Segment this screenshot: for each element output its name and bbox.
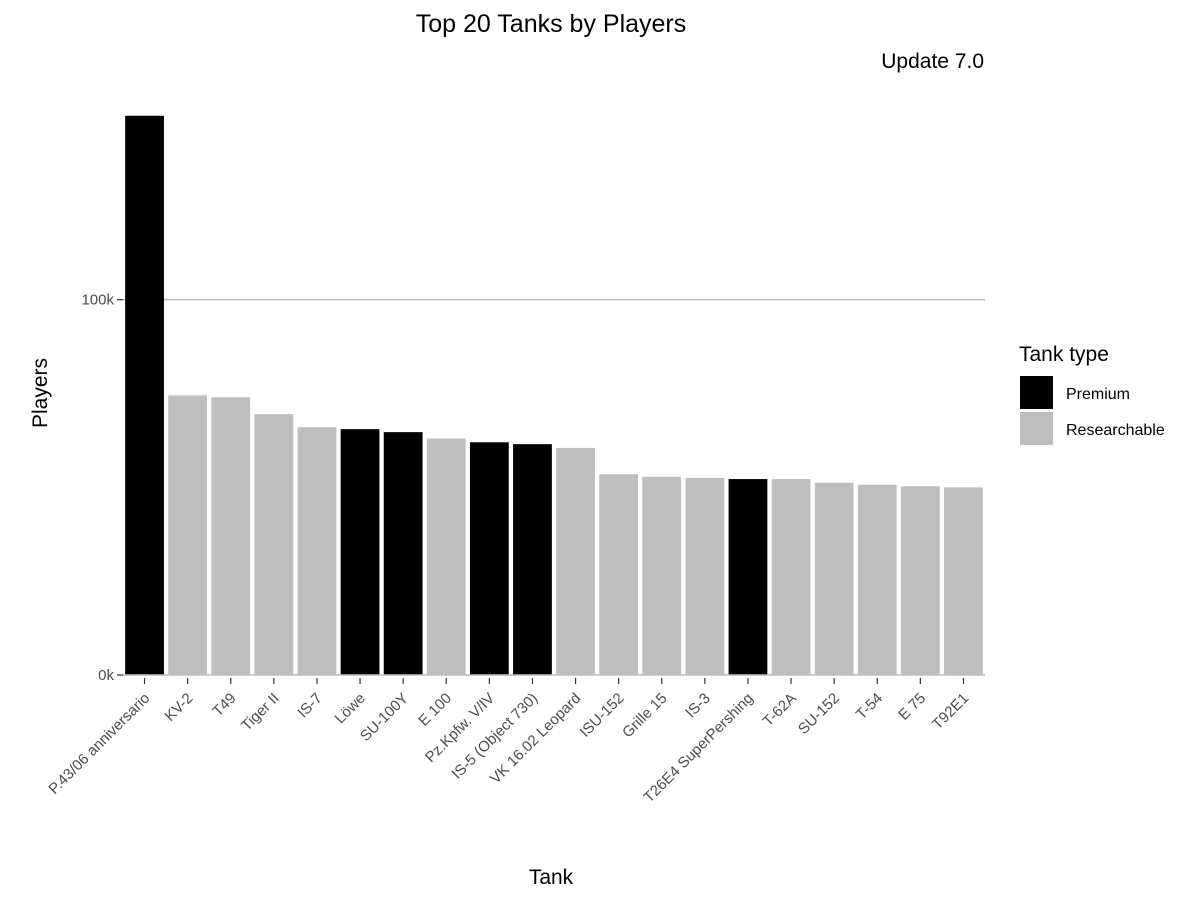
- x-tick-label: SU-100Y: [357, 690, 412, 745]
- y-tick-label: 0k: [98, 667, 114, 684]
- legend: Tank type Premium Researchable: [1019, 343, 1165, 445]
- axes: [117, 299, 985, 684]
- y-axis-title: Players: [29, 358, 52, 428]
- legend-label: Premium: [1066, 386, 1130, 403]
- x-tick-label: T49: [209, 690, 239, 720]
- bar: [857, 484, 897, 675]
- bar: [728, 479, 768, 675]
- bar: [254, 414, 294, 675]
- x-tick-label: E 100: [415, 690, 455, 730]
- bars: [125, 115, 983, 675]
- bar: [513, 444, 552, 675]
- legend-swatch: [1020, 376, 1053, 409]
- x-tick-label: T-62A: [760, 690, 800, 730]
- y-tick-label: 100k: [81, 292, 114, 309]
- legend-title: Tank type: [1019, 343, 1109, 366]
- bar: [383, 432, 423, 675]
- legend-label: Researchable: [1066, 422, 1165, 439]
- x-tick-label: IS-7: [294, 690, 325, 721]
- bar: [685, 477, 725, 675]
- x-tick-label: T92E1: [929, 690, 972, 733]
- bar: [642, 476, 682, 675]
- bar: [469, 442, 509, 675]
- bar: [426, 438, 466, 675]
- bar: [944, 487, 983, 675]
- x-tick-label: Löwe: [332, 690, 369, 727]
- y-tick-labels: 0k 100k: [81, 292, 114, 684]
- bar: [168, 395, 208, 675]
- x-tick-label: T-54: [853, 690, 886, 723]
- x-tick-label: E 75: [895, 690, 929, 724]
- bar: [125, 115, 164, 675]
- x-tick-label: IS-3: [682, 690, 713, 721]
- chart-subtitle: Update 7.0: [881, 50, 984, 73]
- x-tick-label: P.43/06 anniversario: [45, 690, 153, 798]
- bar: [211, 397, 251, 675]
- bar: [340, 429, 380, 675]
- x-tick-label: SU-152: [795, 690, 843, 738]
- bar: [814, 482, 854, 675]
- bar: [297, 427, 337, 675]
- x-axis-title: Tank: [529, 866, 574, 889]
- legend-swatch: [1020, 412, 1053, 445]
- x-tick-label: Grille 15: [619, 690, 671, 742]
- x-tick-label: KV-2: [161, 690, 196, 725]
- bar: [900, 486, 940, 675]
- bar: [556, 447, 595, 675]
- bar: [771, 479, 811, 675]
- x-tick-label: ISU-152: [577, 690, 628, 741]
- x-tick-label: Tiger II: [238, 690, 283, 735]
- chart-title: Top 20 Tanks by Players: [416, 10, 687, 38]
- bar: [599, 474, 639, 675]
